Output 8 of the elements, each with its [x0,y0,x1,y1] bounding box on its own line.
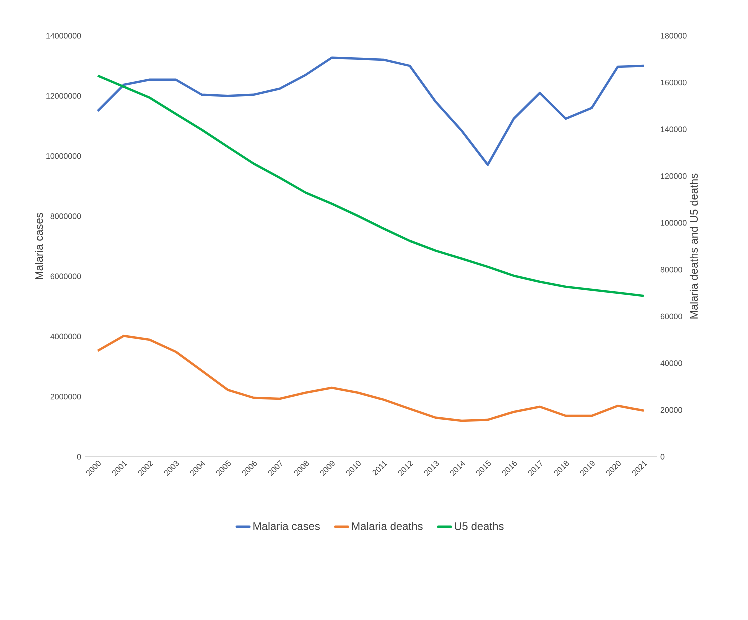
line-series [96,56,646,166]
y-axis-title: Malaria cases [35,213,44,280]
line-series [96,74,646,298]
legend-label: Malaria deaths [352,522,423,530]
line-series [96,334,646,422]
y2-axis-title: Malaria deaths and U5 deaths [690,174,698,319]
legend-label: U5 deaths [455,522,504,530]
legend-label: Malaria cases [254,522,320,530]
